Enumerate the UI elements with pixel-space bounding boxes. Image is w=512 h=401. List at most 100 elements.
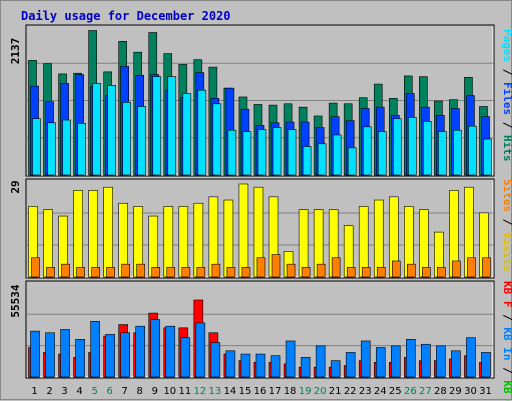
x-tick-label: 5 — [91, 386, 97, 397]
legend-panel1: Pages / Files / Hits — [501, 29, 512, 162]
bar-kbin — [165, 325, 176, 378]
x-tick-label: 24 — [374, 386, 387, 397]
x-tick-label: 22 — [344, 386, 357, 397]
bar-sites — [181, 267, 191, 278]
bar-sites — [91, 267, 100, 278]
x-tick-label: 12 — [194, 386, 207, 397]
bar-kbin — [75, 339, 85, 378]
bar-visits — [103, 186, 113, 278]
bar-sites — [346, 267, 356, 278]
bar-pages — [152, 76, 162, 176]
legend-sep: / — [501, 62, 512, 82]
bar-sites — [196, 267, 206, 278]
legend-panel2: Sites / Visits — [501, 179, 512, 272]
x-tick-label: 26 — [404, 386, 417, 397]
bar-kbin — [240, 353, 251, 378]
bar-pages — [242, 131, 252, 176]
bar-kbin — [270, 355, 281, 378]
bar-kbin — [421, 343, 431, 378]
bar-visits — [373, 199, 384, 278]
bar-sites — [121, 263, 130, 278]
x-tick-label: 11 — [178, 386, 191, 397]
bar-sites — [437, 267, 446, 278]
bar-sites — [241, 267, 251, 278]
bar-sites — [467, 257, 476, 278]
x-tick-label: 20 — [314, 386, 327, 397]
legend-sep: / — [501, 361, 512, 381]
bar-pages — [468, 125, 477, 176]
bar-pages — [92, 83, 101, 176]
bar-pages — [107, 85, 116, 176]
bar-kbin — [436, 345, 446, 378]
bar-pages — [62, 119, 71, 176]
x-tick-label: 1 — [31, 386, 37, 397]
bar-kbin — [180, 337, 191, 378]
x-tick-label: 19 — [299, 386, 312, 397]
x-tick-label: 27 — [419, 386, 432, 397]
bar-pages — [317, 143, 327, 176]
bar-pages — [32, 118, 41, 176]
bar-pages — [408, 117, 417, 176]
bar-sites — [422, 267, 431, 278]
bar-pages — [182, 93, 192, 176]
bar-pages — [362, 126, 372, 176]
bar-pages — [438, 131, 447, 176]
bar-kbin — [406, 339, 416, 378]
scale-label-kb: 55534 — [9, 284, 22, 317]
x-tick-label: 17 — [269, 386, 282, 397]
x-tick-label: 16 — [254, 386, 267, 397]
bar-sites — [61, 263, 70, 278]
bar-pages — [77, 123, 86, 176]
legend-panel3: KB F / KB In / KB Out — [501, 281, 512, 401]
x-tick-label: 23 — [359, 386, 372, 397]
bar-pages — [137, 106, 147, 176]
bar-visits — [193, 202, 204, 278]
bar-sites — [331, 257, 341, 278]
bar-kbin — [300, 357, 311, 378]
bar-sites — [482, 257, 491, 278]
bar-kbin — [120, 332, 130, 378]
legend-sep: / — [501, 115, 512, 135]
bar-visits — [223, 199, 234, 278]
bar-sites — [361, 267, 371, 278]
bar-pages — [272, 127, 282, 176]
legend-visits: Visits — [501, 232, 512, 272]
x-tick-label: 25 — [389, 386, 402, 397]
bar-sites — [136, 263, 146, 278]
legend-sites: Sites — [501, 179, 512, 212]
bar-pages — [332, 134, 342, 176]
x-tick-label: 14 — [224, 386, 237, 397]
bar-kbin — [466, 337, 476, 378]
x-tick-label: 9 — [152, 386, 158, 397]
legend-sep: / — [501, 308, 512, 328]
legend-kbout: KB Out — [501, 380, 512, 401]
bar-sites — [407, 263, 416, 278]
bar-sites — [211, 263, 221, 278]
x-tick-label: 4 — [76, 386, 82, 397]
bar-pages — [287, 129, 297, 176]
bar-visits — [43, 209, 53, 278]
bar-pages — [483, 138, 492, 176]
bar-kbin — [451, 350, 461, 378]
bar-kbin — [375, 347, 386, 378]
scale-label-hits: 2137 — [9, 38, 22, 65]
x-tick-label: 6 — [106, 386, 112, 397]
bar-kbin — [210, 342, 221, 378]
bar-kbin — [481, 352, 491, 378]
x-tick-label: 30 — [464, 386, 477, 397]
bar-sites — [391, 260, 401, 278]
x-tick-label: 29 — [449, 386, 462, 397]
bar-sites — [31, 257, 40, 278]
bars — [28, 30, 492, 378]
bar-kbin — [30, 330, 40, 378]
scale-label-visits: 29 — [9, 180, 22, 193]
x-tick-label: 18 — [284, 386, 297, 397]
bar-kbin — [225, 350, 236, 378]
bar-kbin — [150, 319, 161, 378]
bar-pages — [377, 131, 387, 176]
bar-sites — [301, 267, 311, 278]
bar-kbin — [315, 345, 326, 378]
x-tick-label: 21 — [329, 386, 342, 397]
bar-sites — [226, 267, 236, 278]
